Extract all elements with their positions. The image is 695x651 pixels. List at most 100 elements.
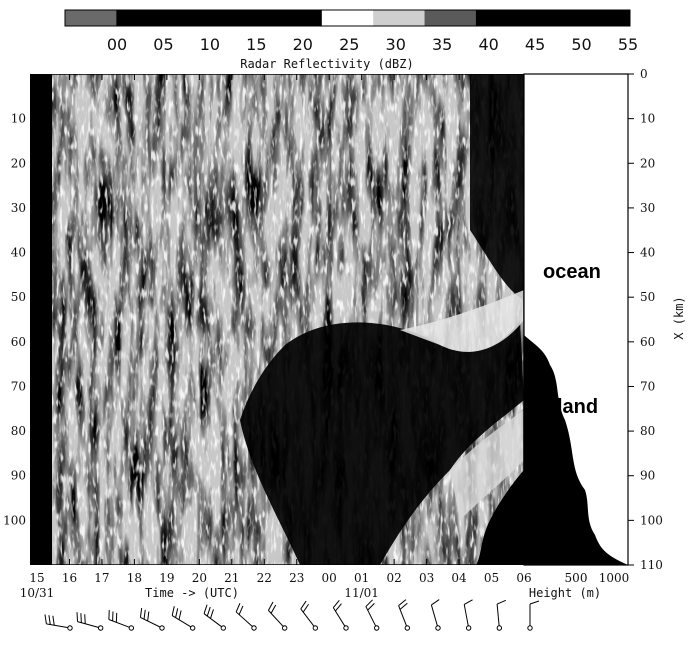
- time-tick-label: 06: [516, 571, 531, 585]
- colorbar-bin: [321, 10, 374, 26]
- colorbar-tick-label: 10: [200, 35, 220, 54]
- time-tick-label: 01: [354, 571, 369, 585]
- y-tick-label: 100: [640, 513, 663, 527]
- wind-barb-feather: [529, 600, 540, 605]
- y-tick-label: 20: [640, 156, 655, 170]
- wind-barb-station: [343, 625, 349, 631]
- wind-barb-feather: [270, 604, 277, 614]
- wind-barb: [463, 599, 473, 631]
- wind-barb-feather: [463, 599, 473, 605]
- height-axis: 500 1000: [565, 559, 629, 585]
- wind-barb-feather: [108, 610, 110, 620]
- wind-barb-feather: [139, 608, 143, 618]
- colorbar-tick-label: 35: [432, 35, 452, 54]
- time-tick-label: 15: [29, 571, 44, 585]
- left-band: [30, 74, 52, 565]
- colorbar-tick-label: 55: [618, 35, 638, 54]
- colorbar-tick-label: 50: [571, 35, 591, 54]
- colorbar-tick-label: 15: [246, 35, 266, 54]
- wind-barb-station: [189, 625, 196, 631]
- wind-barb-staff: [171, 615, 192, 628]
- wind-barb-feather: [335, 603, 342, 612]
- wind-barb-station: [404, 625, 411, 631]
- colorbar-tick-label: 40: [478, 35, 498, 54]
- time-tick-label: 23: [289, 571, 304, 585]
- echo-core: [240, 320, 524, 565]
- y-tick-label: 70: [640, 379, 655, 393]
- wind-barb-staff: [332, 607, 346, 627]
- colorbar-bin: [219, 10, 271, 26]
- height-panel: [476, 73, 629, 566]
- time-tick-label: 17: [94, 571, 109, 585]
- wind-barb-feather: [496, 599, 506, 605]
- wind-barb-feather: [147, 611, 150, 622]
- y-tick-label-left: 10: [11, 112, 26, 126]
- wind-barb-feather: [399, 602, 408, 610]
- wind-barb-station: [67, 625, 73, 631]
- colorbar-bin: [65, 10, 117, 26]
- colorbar-bin: [475, 10, 528, 26]
- colorbar-bin: [527, 10, 580, 26]
- wind-barb-station: [128, 625, 135, 631]
- wind-barb-station: [435, 625, 441, 631]
- wind-barb-feather: [332, 600, 340, 608]
- x-axis-title: Time -> (UTC): [145, 586, 239, 600]
- wind-barb-feather: [300, 600, 307, 610]
- y-axis-title: X (km): [672, 296, 686, 339]
- wind-barb-staff: [496, 604, 500, 627]
- wind-barb-feather: [84, 614, 86, 624]
- wind-barb: [332, 600, 349, 631]
- wind-barb-staff: [398, 605, 408, 627]
- colorbar-tick-label: 25: [339, 35, 359, 54]
- wind-barb-staff: [108, 619, 130, 628]
- time-axis: 15 16 17 18 19 20 21 22 23 00 01 02 03 04 05 06 10/31 11/…: [20, 74, 532, 600]
- colorbar-frame: [64, 9, 631, 27]
- wind-barb-feather: [302, 603, 309, 613]
- wind-barb-staff: [365, 606, 377, 627]
- wind-barb-staff: [430, 604, 438, 627]
- time-tick-label: 04: [451, 571, 467, 585]
- wind-barb-feather: [367, 603, 375, 611]
- wind-barb-feather: [431, 599, 440, 606]
- wind-barbs: [44, 599, 540, 631]
- wind-barb-feather: [175, 608, 179, 618]
- colorbar-tick-label: 20: [293, 35, 313, 54]
- time-tick-label: 02: [386, 571, 401, 585]
- land-profile: [524, 335, 628, 565]
- wind-barb-feather: [52, 615, 55, 626]
- height-axis-title: Height (m): [529, 586, 601, 600]
- y-tick-label-left: 80: [11, 424, 26, 438]
- wind-barb: [139, 608, 165, 631]
- wind-barb-staff: [235, 611, 253, 628]
- colorbar-tick-label: 30: [386, 35, 406, 54]
- wind-barb-feather: [267, 601, 274, 611]
- y-tick-label: 10: [640, 112, 655, 126]
- wind-barb-staff: [203, 613, 223, 628]
- date-label: 10/31: [20, 586, 55, 600]
- date-label: 11/01: [344, 586, 379, 600]
- wind-barb: [44, 614, 73, 631]
- colorbar-bin: [373, 10, 426, 26]
- wind-barb-feather: [203, 604, 208, 614]
- wind-barb-feather: [365, 599, 373, 607]
- y-tick-label-left: 90: [11, 469, 26, 483]
- wind-barb: [171, 606, 196, 631]
- wind-barb-feather: [48, 615, 51, 625]
- wind-barb-station: [465, 625, 472, 631]
- time-tick-label: 22: [257, 571, 272, 585]
- wind-barb-staff: [77, 621, 99, 628]
- wind-barb-station: [527, 625, 533, 631]
- y-tick-label-left: 70: [11, 379, 26, 393]
- wind-barb-staff: [268, 610, 284, 627]
- colorbar-tick-label: 45: [525, 35, 545, 54]
- y-tick-label: 90: [640, 469, 655, 483]
- y-tick-label-left: 30: [11, 201, 26, 215]
- wind-barb: [527, 600, 540, 631]
- wind-barb: [76, 612, 104, 631]
- y-tick-label: 60: [640, 335, 655, 349]
- annotation-ocean: ocean: [543, 261, 601, 283]
- y-tick-label-left: 50: [11, 290, 26, 304]
- time-tick-label: 18: [127, 571, 142, 585]
- colorbar-bin: [424, 10, 477, 26]
- wind-barb-feather: [178, 610, 182, 620]
